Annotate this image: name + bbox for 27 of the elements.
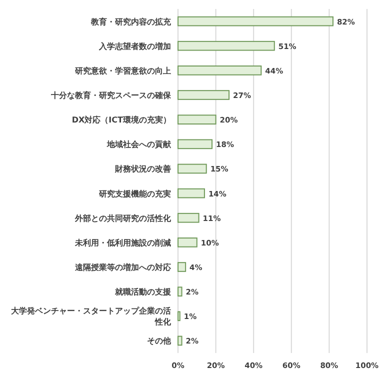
bar <box>178 114 216 124</box>
bar <box>178 188 205 198</box>
y-tick-label: 十分な教育・研究スペースの確保 <box>50 90 172 100</box>
bar <box>178 262 186 272</box>
bar <box>178 40 275 51</box>
y-tick-label: 教育・研究内容の拡充 <box>90 16 172 26</box>
bar <box>178 164 207 174</box>
y-tick-label: 未利用・低利用施設の削減 <box>74 238 171 248</box>
bar <box>178 16 334 26</box>
y-tick-label: 財務状況の改善 <box>114 164 171 174</box>
bar <box>178 66 262 76</box>
y-tick-label: 地域社会への貢献 <box>106 140 172 150</box>
y-tick-label: 外部との共同研究の活性化 <box>74 214 172 223</box>
y-tick-label: 研究意欲・学習意欲の向上 <box>74 66 171 76</box>
bar <box>178 336 182 346</box>
bar <box>178 212 200 223</box>
bar <box>178 286 182 296</box>
y-tick-label: 研究支援機能の充実 <box>98 188 171 198</box>
bar <box>178 238 198 248</box>
y-tick-label: 入学志望者数の増加 <box>98 40 171 51</box>
y-tick-label: DX対応（ICT環境の充実） <box>72 114 171 125</box>
y-tick-label: その他 <box>147 336 172 346</box>
y-tick-label: 遠隔授業等の増加への対応 <box>74 262 172 272</box>
y-tick-label: 大学発ベンチャー・スタートアップ企業の活性化 <box>11 306 172 327</box>
bar <box>178 139 213 150</box>
bar <box>178 90 230 100</box>
y-tick-label: 就職活動の支援 <box>114 288 172 297</box>
